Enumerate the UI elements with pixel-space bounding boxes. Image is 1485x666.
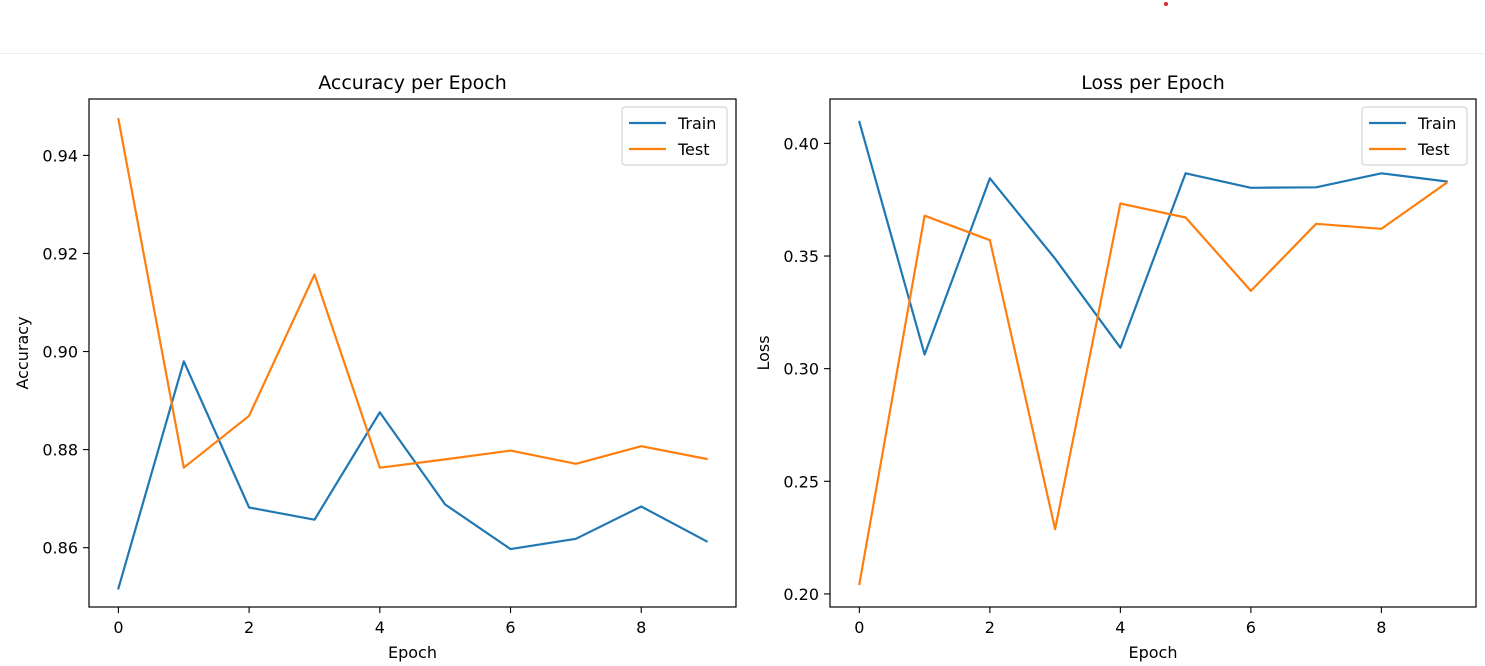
- y-tick-label: 0.25: [783, 472, 819, 491]
- x-tick-label: 6: [1246, 618, 1256, 637]
- x-axis-label: Epoch: [388, 643, 437, 662]
- x-tick-label: 2: [244, 618, 254, 637]
- legend-box: [621, 106, 728, 166]
- x-tick-label: 4: [1115, 618, 1125, 637]
- y-tick-label: 0.20: [783, 585, 819, 604]
- red-dot-marker: [1164, 2, 1168, 6]
- legend-label-test: Test: [677, 140, 710, 159]
- y-ticks: 0.86 0.88 0.90 0.92 0.94: [42, 146, 89, 558]
- legend-label-test: Test: [1417, 140, 1450, 159]
- legend: Train Test: [1361, 106, 1468, 166]
- axes-frame: [829, 98, 1477, 608]
- top-strip: [0, 0, 1485, 54]
- accuracy-chart: Accuracy per Epoch 0 2 4 6 8 0.86 0.88 0.90 0.9…: [13, 72, 737, 662]
- series-line-train: [117, 360, 709, 590]
- x-tick-label: 0: [854, 618, 864, 637]
- y-axis-label: Loss: [754, 335, 773, 370]
- y-tick-label: 0.90: [42, 343, 78, 362]
- y-tick-label: 0.86: [42, 539, 78, 558]
- legend-box: [1361, 106, 1468, 166]
- x-ticks: 0 2 4 6 8: [854, 607, 1386, 637]
- series-line-train: [858, 120, 1448, 356]
- series-lines: [858, 120, 1449, 586]
- legend-label-train: Train: [677, 114, 716, 133]
- chart-title: Accuracy per Epoch: [318, 72, 507, 94]
- loss-chart: Loss per Epoch 0 2 4 6 8 0.20 0.25 0.30 0.35 0.4…: [754, 72, 1477, 662]
- series-line-test: [117, 117, 708, 469]
- x-tick-label: 0: [113, 618, 123, 637]
- x-ticks: 0 2 4 6 8: [113, 607, 646, 637]
- x-axis-label: Epoch: [1129, 643, 1178, 662]
- x-tick-label: 4: [375, 618, 385, 637]
- y-tick-label: 0.94: [42, 146, 78, 165]
- y-tick-label: 0.88: [42, 441, 78, 460]
- y-tick-label: 0.30: [783, 360, 819, 379]
- chart-title: Loss per Epoch: [1081, 72, 1225, 94]
- x-tick-label: 8: [1376, 618, 1386, 637]
- axes-frame: [88, 98, 737, 608]
- x-tick-label: 8: [636, 618, 646, 637]
- y-tick-label: 0.35: [783, 247, 819, 266]
- y-ticks: 0.20 0.25 0.30 0.35 0.40: [783, 134, 830, 604]
- series-line-test: [858, 181, 1449, 586]
- y-tick-label: 0.92: [42, 244, 78, 263]
- legend-label-train: Train: [1417, 114, 1456, 133]
- series-lines: [117, 117, 709, 590]
- y-axis-label: Accuracy: [13, 316, 32, 389]
- x-tick-label: 6: [505, 618, 515, 637]
- x-tick-label: 2: [985, 618, 995, 637]
- legend: Train Test: [621, 106, 728, 166]
- y-tick-label: 0.40: [783, 134, 819, 153]
